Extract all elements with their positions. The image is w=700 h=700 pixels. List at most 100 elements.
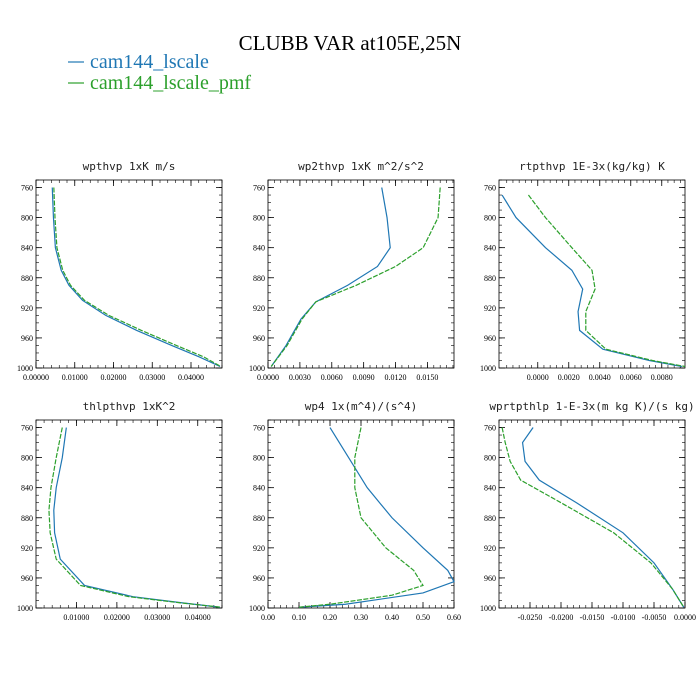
x-tick-label: 0.60 [447,613,461,622]
y-tick-label: 920 [253,544,265,553]
y-tick-label: 880 [21,274,33,283]
y-tick-label: 1000 [249,604,265,613]
y-tick-label: 760 [253,184,265,193]
x-tick-label: 0.04000 [178,373,204,382]
y-tick-label: 920 [21,544,33,553]
series-line-lscale-pmf [53,187,222,368]
y-tick-label: 840 [21,484,33,493]
y-tick-label: 800 [484,214,496,223]
series-line-lscale [53,427,221,608]
x-tick-label: 0.02000 [104,613,130,622]
series-line-lscale-pmf [270,187,441,367]
y-tick-label: 920 [484,304,496,313]
x-tick-label: 0.01000 [62,373,88,382]
y-tick-label: 960 [484,574,496,583]
y-tick-label: 1000 [480,364,496,373]
series-line-lscale-pmf [527,194,686,368]
panel-6: wprtpthlp 1-E-3x(m kg K)/(s kg) 760 800 840… [480,400,696,622]
y-tick-label: 960 [21,574,33,583]
series-line-lscale-pmf [48,427,222,608]
y-tick-label: 840 [253,244,265,253]
y-tick-label: 760 [253,424,265,433]
panel-4: thlpthvp 1xK^2 760 800 840 880 920 960 1000 0.01… [17,400,223,622]
y-tick-label: 760 [484,184,496,193]
series-line-lscale [51,187,221,368]
x-tick-label: 0.0040 [589,373,611,382]
x-tick-label: -0.0200 [549,613,574,622]
y-tick-label: 1000 [17,364,33,373]
y-tick-label: 760 [21,424,33,433]
x-tick-label: -0.0250 [518,613,543,622]
y-tick-label: 840 [21,244,33,253]
x-tick-label: 0.0060 [321,373,343,382]
y-tick-label: 760 [21,184,33,193]
y-tick-label: 800 [253,214,265,223]
y-tick-label: 960 [253,334,265,343]
panel-title: rtpthvp 1E-3x(kg/kg) K [519,160,665,173]
x-tick-label: 0.04000 [185,613,211,622]
y-tick-label: 880 [21,514,33,523]
x-tick-label: 0.0000 [674,613,696,622]
legend-label-lscale: cam144_lscale [90,51,209,73]
y-tick-label: 760 [484,424,496,433]
y-tick-label: 800 [21,214,33,223]
panel-3: rtpthvp 1E-3x(kg/kg) K 760 800 840 880 920 960… [480,160,686,382]
y-tick-label: 1000 [480,604,496,613]
panel-5: wp4 1x(m^4)/(s^4)76080084088092096010000… [249,400,461,622]
x-tick-label: 0.0060 [620,373,642,382]
panels: wpthvp 1xK m/s76080084088092096010000.00… [17,160,696,622]
x-tick-label: 0.0150 [416,373,438,382]
x-tick-label: 0.03000 [144,613,170,622]
x-tick-label: 0.0020 [558,373,580,382]
plot-frame [35,419,223,609]
series-line-lscale-pmf [501,427,685,608]
plot-frame [35,179,223,369]
y-tick-label: 960 [253,574,265,583]
panel-title: wprtpthlp 1-E-3x(m kg K)/(s kg) [489,400,694,413]
y-tick-label: 1000 [249,364,265,373]
y-tick-label: 840 [253,484,265,493]
legend: cam144_lscale cam144_lscale_pmf [68,51,251,94]
legend-label-lscale-pmf: cam144_lscale_pmf [90,72,251,94]
y-tick-label: 920 [253,304,265,313]
plot-frame [267,419,455,609]
y-tick-label: 880 [253,514,265,523]
y-tick-label: 800 [484,454,496,463]
y-tick-label: 800 [21,454,33,463]
x-tick-label: 0.50 [416,613,430,622]
x-tick-label: 0.0000 [257,373,279,382]
figure-title: CLUBB VAR at105E,25N [239,31,462,55]
y-tick-label: 880 [484,274,496,283]
y-tick-label: 920 [21,304,33,313]
panel-1: wpthvp 1xK m/s 760 800 840 880 920 960 10000.00… [17,160,223,382]
series-line-lscale [298,427,455,608]
x-tick-label: 0.20 [323,613,337,622]
panel-2: wp2thvp 1xK m^2/s^2 760 800 840 880 920 960 100… [249,160,455,382]
plot-frame [498,179,686,369]
x-tick-label: -0.0150 [580,613,605,622]
x-tick-label: 0.0120 [385,373,407,382]
x-tick-label: 0.30 [354,613,368,622]
panel-title: wp2thvp 1xK m^2/s^2 [298,160,424,173]
y-tick-label: 880 [253,274,265,283]
x-tick-label: -0.0100 [611,613,636,622]
panel-title: wp4 1x(m^4)/(s^4) [305,400,418,413]
x-tick-label: 0.0000 [527,373,549,382]
panel-title: wpthvp 1xK m/s [83,160,176,173]
series-line-lscale [270,187,391,367]
y-tick-label: 920 [484,544,496,553]
panel-title: thlpthvp 1xK^2 [83,400,176,413]
y-tick-label: 840 [484,484,496,493]
x-tick-label: 0.01000 [63,613,89,622]
x-tick-label: -0.0050 [642,613,667,622]
x-tick-label: 0.00000 [23,373,49,382]
series-line-lscale-pmf [298,427,424,608]
x-tick-label: 0.10 [292,613,306,622]
y-tick-label: 880 [484,514,496,523]
y-tick-label: 960 [21,334,33,343]
x-tick-label: 0.02000 [101,373,127,382]
x-tick-label: 0.03000 [139,373,165,382]
plot-frame [267,179,455,369]
plot-frame [498,419,686,609]
